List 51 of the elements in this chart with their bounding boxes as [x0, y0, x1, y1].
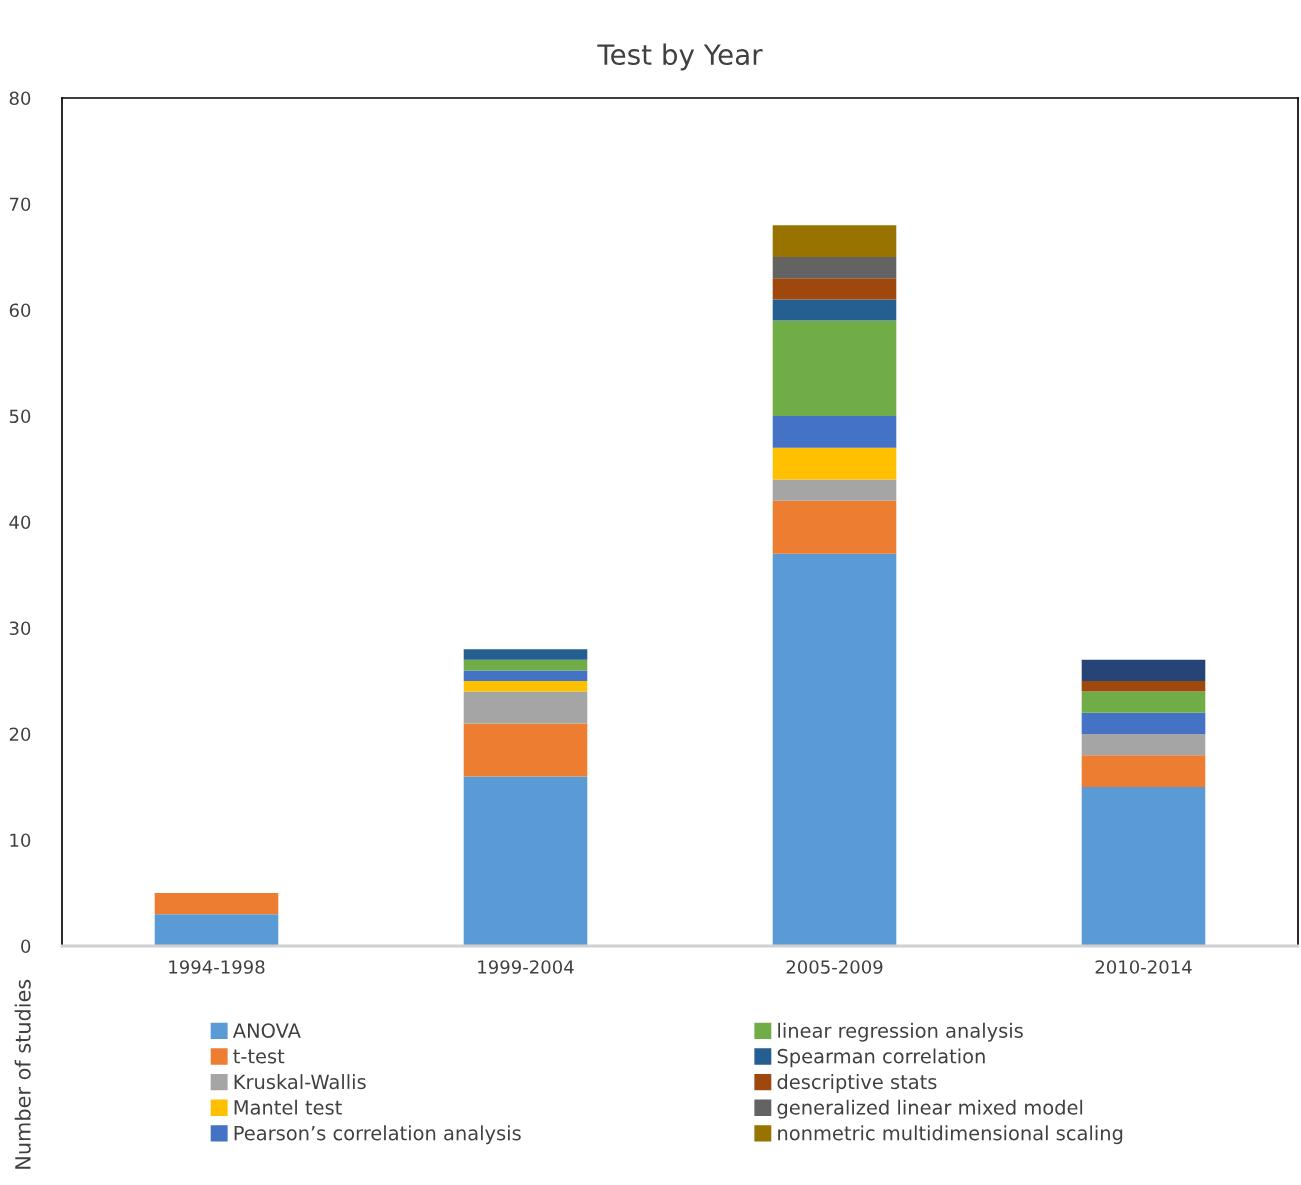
bar: [463, 723, 588, 777]
chart-title: Test by Year: [597, 43, 763, 71]
y-tick-label: 70: [9, 197, 31, 212]
y-tick-label: 10: [10, 833, 31, 848]
bar: [1081, 755, 1206, 787]
bar: [154, 914, 279, 946]
y-tick-label: 40: [9, 515, 31, 530]
bar: [463, 681, 588, 692]
x-tick-label: 2005-2009: [786, 960, 883, 974]
y-axis-title: Number of studies: [14, 979, 31, 1169]
y-tick-label: 20: [9, 727, 31, 742]
x-tick-label: 2010-2014: [1095, 960, 1192, 974]
bar: [772, 257, 897, 279]
y-tick-label: 60: [9, 303, 31, 318]
bar: [772, 299, 897, 321]
bar: [772, 225, 897, 257]
legend-label: linear regression analysis: [778, 1022, 1023, 1042]
y-tick-label: 50: [9, 409, 31, 424]
bar: [1081, 691, 1206, 713]
legend-label: Kruskal-Wallis: [234, 1074, 366, 1090]
legend-label: Mantel test: [234, 1099, 342, 1115]
bar: [1081, 681, 1206, 692]
bar: [1081, 659, 1206, 681]
bar: [772, 278, 897, 300]
legend-label: Spearman correlation: [777, 1048, 985, 1068]
bar: [772, 553, 897, 946]
bar: [463, 659, 588, 671]
legend-label: generalized linear mixed model: [777, 1099, 1083, 1119]
y-tick-label: 30: [9, 621, 31, 636]
legend-label: ANOVA: [232, 1023, 301, 1038]
x-tick-label: 1999-2004: [478, 960, 574, 974]
bar: [463, 649, 588, 660]
bar: [772, 416, 897, 448]
bar: [463, 776, 588, 946]
bar: [463, 691, 588, 724]
bar: [463, 670, 588, 681]
legend-label: nonmetric multidimensional scaling: [778, 1125, 1123, 1145]
bar: [772, 500, 897, 554]
bar: [772, 479, 897, 501]
bar: [1081, 787, 1206, 946]
legend-label: t-test: [233, 1049, 285, 1064]
y-tick-label: 0: [21, 939, 31, 954]
bar: [1081, 734, 1206, 756]
legend-label: descriptive stats: [777, 1074, 937, 1093]
bar: [1081, 712, 1206, 734]
bar: [772, 447, 897, 480]
legend-label: Pearson’s correlation analysis: [234, 1125, 521, 1145]
y-tick-label: 80: [9, 91, 31, 106]
bar: [154, 893, 279, 915]
x-tick-label: 1994-1998: [169, 960, 265, 974]
bar: [772, 320, 897, 416]
